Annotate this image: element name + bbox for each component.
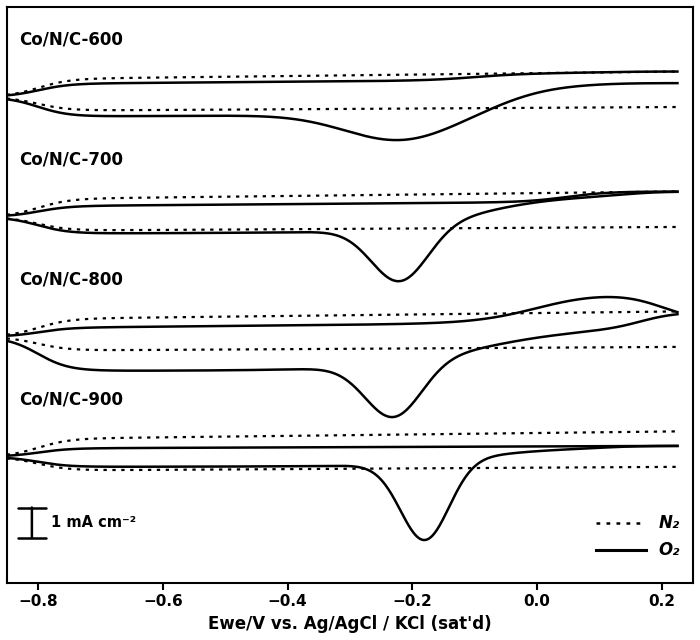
Text: 1 mA cm⁻²: 1 mA cm⁻² (50, 515, 136, 530)
Text: Co/N/C-600: Co/N/C-600 (20, 31, 123, 49)
Text: N₂: N₂ (659, 514, 680, 532)
Text: Co/N/C-700: Co/N/C-700 (20, 151, 123, 169)
X-axis label: Ewe/V vs. Ag/AgCl / KCl (sat'd): Ewe/V vs. Ag/AgCl / KCl (sat'd) (208, 615, 492, 633)
Text: Co/N/C-800: Co/N/C-800 (20, 271, 123, 289)
Text: O₂: O₂ (659, 541, 680, 559)
Text: Co/N/C-900: Co/N/C-900 (20, 391, 123, 409)
